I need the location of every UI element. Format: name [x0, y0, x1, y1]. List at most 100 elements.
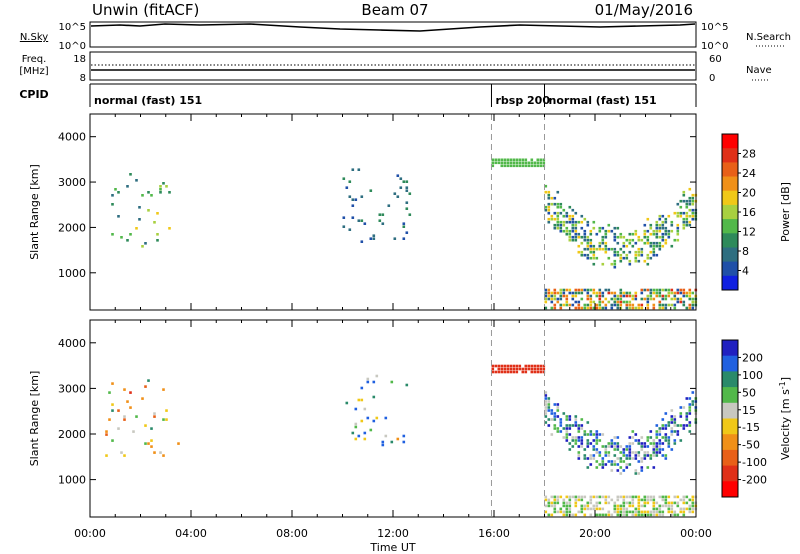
data-cell	[691, 495, 695, 499]
data-cell	[574, 306, 578, 310]
data-cell	[547, 501, 551, 505]
noise-tick-bottom-left: 10^0	[59, 41, 86, 52]
data-cell	[126, 239, 129, 242]
data-cell	[135, 179, 138, 182]
data-cell	[547, 424, 551, 427]
data-cell	[691, 504, 695, 508]
data-cell	[589, 303, 593, 307]
data-cell	[640, 288, 644, 292]
data-cell	[533, 364, 537, 368]
data-cell	[643, 498, 647, 502]
noise-tick-bottom-right: 10^0	[701, 41, 728, 52]
data-cell	[643, 495, 647, 499]
data-cell	[592, 247, 596, 251]
data-cell	[688, 430, 692, 433]
data-cell	[586, 297, 590, 301]
data-cell	[559, 202, 563, 206]
x-tick-label: 00:00	[680, 527, 712, 540]
data-cell	[562, 513, 566, 517]
data-cell	[544, 412, 548, 415]
data-cell	[592, 244, 596, 248]
data-cell	[574, 498, 578, 502]
data-cell	[613, 460, 617, 463]
data-cell	[691, 202, 695, 206]
colorbar-label: Power [dB]	[779, 182, 792, 242]
data-cell	[571, 436, 575, 439]
data-cell	[601, 513, 605, 517]
noise-sky-trace	[90, 23, 696, 32]
data-cell	[631, 501, 635, 505]
data-cell	[688, 412, 692, 415]
data-cell	[607, 454, 611, 457]
data-cell	[524, 370, 528, 374]
data-cell	[568, 291, 572, 295]
data-cell	[586, 303, 590, 307]
data-cell	[679, 205, 683, 209]
data-cell	[649, 241, 653, 245]
data-cell	[619, 232, 623, 236]
y-tick-label: 2000	[58, 221, 86, 234]
data-cell	[655, 229, 659, 233]
data-cell	[544, 421, 548, 424]
data-cell	[583, 238, 587, 242]
data-cell	[610, 513, 614, 517]
data-cell	[670, 513, 674, 517]
data-cell	[679, 297, 683, 301]
data-cell	[387, 204, 391, 207]
data-cell	[580, 424, 584, 427]
y-tick-label: 3000	[58, 382, 86, 395]
colorbar-tick-label: 12	[742, 226, 756, 239]
data-cell	[357, 219, 361, 222]
data-cell	[679, 510, 683, 514]
data-cell	[634, 510, 638, 514]
data-cell	[655, 501, 659, 505]
data-cell	[637, 513, 641, 517]
data-cell	[592, 220, 596, 224]
data-cell	[503, 367, 507, 371]
data-cell	[565, 513, 569, 517]
data-cell	[688, 297, 692, 301]
data-cell	[559, 424, 563, 427]
data-cell	[643, 513, 647, 517]
data-cell	[565, 424, 569, 427]
data-cell	[649, 226, 653, 230]
data-cell	[574, 300, 578, 304]
data-cell	[673, 303, 677, 307]
data-cell	[580, 250, 584, 254]
data-cell	[619, 460, 623, 463]
power-panel: 1000 2000 3000 4000 Slant Range [km] 4 8 12 16 20…	[28, 113, 792, 311]
data-cell	[613, 259, 617, 263]
data-cell	[390, 440, 394, 444]
data-cell	[652, 439, 656, 442]
data-cell	[604, 454, 608, 457]
data-cell	[643, 223, 647, 227]
data-cell	[586, 256, 590, 260]
data-cell	[661, 220, 665, 224]
data-cell	[506, 158, 510, 162]
data-cell	[613, 504, 617, 508]
colorbar-segment	[722, 355, 738, 372]
data-cell	[568, 288, 572, 292]
data-cell	[153, 451, 156, 454]
data-cell	[547, 208, 551, 212]
data-cell	[655, 253, 659, 257]
data-cell	[658, 306, 662, 310]
data-cell	[589, 300, 593, 304]
data-cell	[646, 306, 650, 310]
data-cell	[598, 294, 602, 298]
data-cell	[598, 229, 602, 233]
data-cell	[111, 382, 114, 385]
data-cell	[640, 247, 644, 251]
data-cell	[405, 180, 409, 183]
data-cell	[556, 501, 560, 505]
data-cell	[547, 196, 551, 200]
data-cell	[589, 288, 593, 292]
data-cell	[601, 466, 605, 469]
data-cell	[544, 504, 548, 508]
noise-tick-top-right: 10^5	[701, 22, 728, 33]
data-cell	[667, 442, 671, 445]
data-cell	[135, 415, 138, 418]
colorbar-label: Velocity [m s-1]	[778, 377, 792, 460]
data-cell	[682, 294, 686, 298]
data-cell	[583, 229, 587, 233]
